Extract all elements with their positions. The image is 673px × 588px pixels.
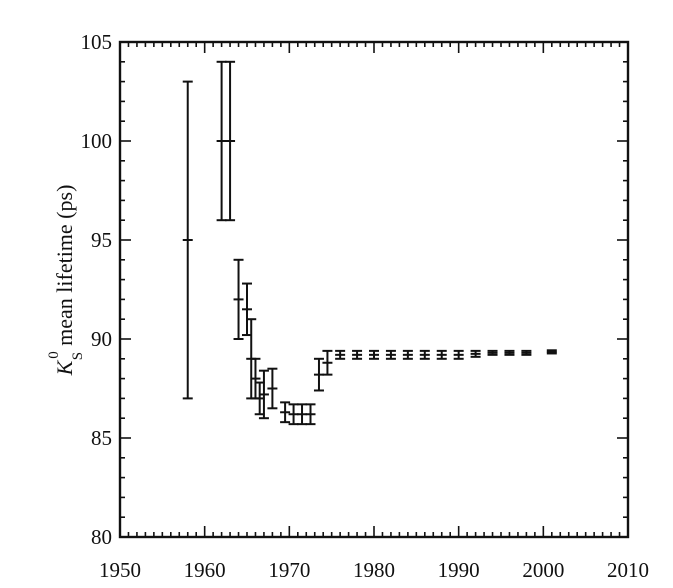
y-axis-title: K0 Smean lifetime (ps) <box>46 185 86 377</box>
data-point <box>369 349 379 360</box>
data-point <box>242 282 252 337</box>
data-point <box>182 80 193 400</box>
x-tick-label: 1950 <box>99 558 141 582</box>
data-point <box>352 349 363 360</box>
data-point <box>487 349 498 356</box>
data-point <box>546 349 557 355</box>
data-point <box>225 60 236 222</box>
data-point <box>322 349 333 376</box>
data-point <box>385 349 396 360</box>
x-tick-label: 1980 <box>353 558 395 582</box>
y-tick-label: 100 <box>81 129 113 153</box>
y-axis-title-subscript: S <box>70 352 86 360</box>
data-point <box>313 357 324 392</box>
y-axis-title-text: mean lifetime (ps) <box>52 185 77 346</box>
data-point <box>504 349 515 356</box>
data-point <box>216 60 227 222</box>
data-point <box>521 349 532 356</box>
x-tick-label: 1970 <box>268 558 310 582</box>
x-tick-label: 2010 <box>607 558 649 582</box>
data-point <box>470 349 481 358</box>
data-series <box>182 60 557 426</box>
y-tick-label: 90 <box>91 327 112 351</box>
data-point <box>305 403 316 426</box>
plot-area <box>118 40 630 539</box>
x-tick-label: 2000 <box>522 558 564 582</box>
data-point <box>258 369 269 420</box>
y-tick-label: 105 <box>81 30 113 54</box>
y-axis: 80 85 90 95 100 105 <box>81 30 628 549</box>
data-point <box>436 349 447 360</box>
y-axis-title-superscript: 0 <box>46 351 62 359</box>
data-point <box>233 258 244 340</box>
y-tick-label: 95 <box>91 228 112 252</box>
y-tick-label: 85 <box>91 426 112 450</box>
data-point <box>288 403 299 426</box>
x-axis: 1950 1960 1970 1980 1990 2000 2010 <box>99 42 649 582</box>
x-tick-label: 1960 <box>184 558 226 582</box>
data-point <box>280 401 291 424</box>
x-tick-label: 1990 <box>438 558 480 582</box>
data-point <box>453 349 464 360</box>
y-tick-label: 80 <box>91 525 112 549</box>
data-point <box>267 367 278 410</box>
plot-frame <box>118 40 630 539</box>
data-point <box>419 349 430 360</box>
data-point <box>335 349 346 360</box>
y-axis-title-symbol: K <box>52 359 77 376</box>
data-point <box>402 349 413 360</box>
data-point <box>297 403 308 426</box>
